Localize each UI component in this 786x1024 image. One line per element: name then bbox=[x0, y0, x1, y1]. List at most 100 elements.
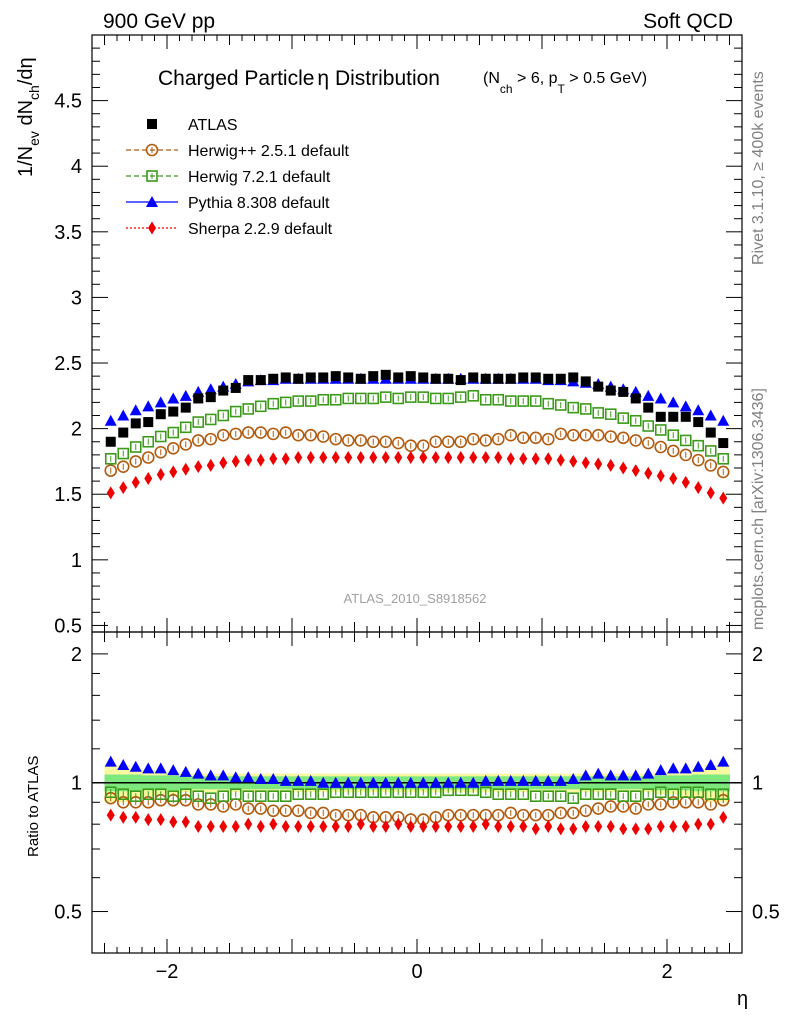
point-herwigpp bbox=[691, 453, 705, 467]
point-atlas-shape bbox=[255, 375, 266, 386]
ratio-point-herwig7-shape bbox=[567, 792, 580, 805]
point-atlas-shape bbox=[143, 417, 154, 428]
point-atlas-shape bbox=[430, 373, 441, 384]
ratio-point-pythia-shape bbox=[117, 758, 130, 770]
point-herwig7-shape bbox=[592, 407, 605, 419]
ratio-point-sherpa-shape bbox=[494, 820, 503, 834]
ratio-point-herwig7 bbox=[129, 790, 142, 802]
point-atlas-shape bbox=[405, 371, 416, 382]
point-pythia-shape bbox=[104, 414, 117, 426]
ratio-point-pythia bbox=[279, 774, 292, 786]
ratio-point-pythia bbox=[117, 758, 130, 770]
point-herwigpp bbox=[179, 438, 193, 451]
point-atlas-shape bbox=[393, 372, 404, 383]
point-sherpa-shape bbox=[381, 450, 390, 464]
point-herwig7-shape bbox=[679, 434, 692, 447]
ratio-point-pythia-shape bbox=[579, 769, 592, 781]
point-pythia bbox=[654, 392, 667, 404]
point-sherpa-shape bbox=[244, 453, 253, 467]
point-herwigpp-shape bbox=[454, 435, 468, 449]
point-herwig7-shape bbox=[304, 395, 317, 407]
ratio-point-sherpa bbox=[156, 813, 165, 827]
ratio-point-herwig7-shape bbox=[192, 790, 205, 802]
point-herwig7-shape bbox=[554, 399, 567, 411]
ratio-point-pythia-shape bbox=[692, 760, 705, 772]
point-atlas bbox=[293, 373, 304, 384]
ratio-point-herwig7 bbox=[229, 788, 242, 801]
ratio-point-herwigpp bbox=[491, 808, 505, 822]
point-pythia bbox=[642, 389, 655, 401]
ratio-point-sherpa-shape bbox=[344, 820, 353, 834]
point-herwigpp-shape bbox=[291, 428, 305, 442]
ratio-point-pythia-shape bbox=[329, 776, 342, 788]
point-herwig7 bbox=[542, 397, 555, 410]
point-atlas-shape bbox=[305, 372, 316, 383]
point-herwig7-shape bbox=[629, 414, 642, 427]
ratio-point-herwig7-shape bbox=[717, 788, 730, 801]
point-atlas bbox=[193, 393, 204, 404]
ratio-point-pythia bbox=[554, 774, 567, 786]
point-herwigpp-shape bbox=[204, 432, 218, 446]
ratio-point-herwig7-shape bbox=[704, 788, 717, 801]
ratio-point-pythia bbox=[504, 774, 517, 786]
point-herwig7-shape bbox=[704, 445, 717, 457]
point-herwigpp bbox=[391, 436, 405, 450]
ratio-point-sherpa bbox=[531, 822, 540, 836]
ratio-point-herwig7 bbox=[317, 788, 330, 801]
point-herwigpp-shape bbox=[279, 426, 293, 439]
point-herwigpp-shape bbox=[591, 428, 605, 442]
ratio-point-herwig7-shape bbox=[479, 786, 492, 799]
point-pythia bbox=[167, 392, 180, 404]
ratio-point-herwigpp-shape bbox=[504, 806, 518, 820]
ratio-point-sherpa bbox=[656, 820, 665, 834]
point-atlas bbox=[705, 427, 716, 438]
point-atlas-shape bbox=[168, 406, 179, 417]
point-pythia-shape bbox=[204, 383, 217, 395]
legend-label-herwigpp: Herwig++ 2.5.1 default bbox=[188, 143, 350, 160]
ratio-point-pythia bbox=[379, 776, 392, 788]
ratio-point-pythia bbox=[229, 771, 242, 783]
point-herwig7 bbox=[354, 392, 367, 405]
point-atlas-shape bbox=[418, 372, 429, 383]
ratio-point-pythia-shape bbox=[454, 776, 467, 788]
ratio-point-pythia-shape bbox=[479, 774, 492, 786]
title-cuts: (Nch > 6, pT > 0.5 GeV) bbox=[483, 70, 647, 96]
ratio-point-herwigpp bbox=[529, 808, 543, 822]
ratio-point-herwigpp-shape bbox=[279, 804, 293, 818]
ratio-point-pythia-shape bbox=[192, 767, 205, 779]
ratio-point-herwigpp-shape bbox=[266, 804, 280, 818]
ratio-point-herwig7-shape bbox=[317, 788, 330, 801]
point-atlas bbox=[418, 372, 429, 383]
point-atlas-shape bbox=[130, 418, 141, 429]
ratio-point-herwig7-shape bbox=[492, 788, 505, 801]
point-herwigpp-shape bbox=[241, 426, 255, 439]
ratio-point-pythia bbox=[217, 769, 230, 781]
ratio-point-pythia-shape bbox=[467, 776, 480, 788]
point-herwig7 bbox=[704, 445, 717, 457]
point-herwig7 bbox=[254, 400, 267, 413]
ratio-point-pythia bbox=[329, 776, 342, 788]
point-atlas-shape bbox=[218, 385, 229, 396]
y-tick-label: 4 bbox=[71, 156, 82, 178]
ratio-point-sherpa-shape bbox=[544, 820, 553, 834]
ratio-point-pythia bbox=[579, 769, 592, 781]
point-sherpa bbox=[531, 452, 540, 466]
point-atlas bbox=[305, 372, 316, 383]
point-pythia bbox=[129, 404, 142, 416]
ratio-point-herwig7-shape bbox=[517, 788, 530, 801]
point-herwigpp bbox=[216, 428, 230, 442]
ratio-point-herwigpp bbox=[229, 798, 243, 811]
point-herwigpp bbox=[629, 434, 643, 447]
point-pythia bbox=[104, 414, 117, 426]
point-herwigpp-shape bbox=[504, 428, 518, 442]
legend-label-sherpa: Sherpa 2.2.9 default bbox=[188, 221, 333, 238]
point-herwigpp bbox=[541, 432, 555, 446]
point-herwig7 bbox=[679, 434, 692, 447]
legend-marker-atlas-shape bbox=[147, 119, 157, 129]
point-herwig7-shape bbox=[479, 393, 492, 406]
point-sherpa bbox=[156, 468, 165, 482]
point-atlas bbox=[455, 375, 466, 386]
ratio-point-sherpa-shape bbox=[206, 820, 215, 834]
point-herwigpp-shape bbox=[466, 432, 480, 446]
ratio-point-pythia-shape bbox=[379, 776, 392, 788]
